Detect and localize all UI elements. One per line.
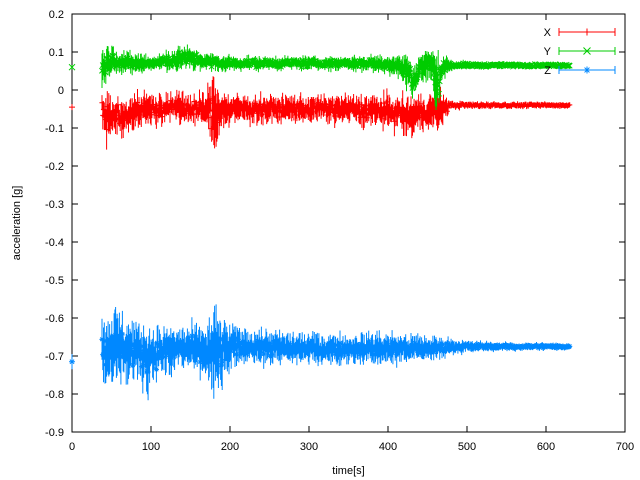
- y-tick-label: -0.5: [45, 275, 64, 287]
- y-tick-label: -0.2: [45, 161, 64, 173]
- y-axis-ticks: -0.9 -0.8 -0.7 -0.6 -0.5 -0.4 -0.3 -0.2 -0.1 0 0.1…: [45, 9, 625, 439]
- y-tick-label: -0.6: [45, 313, 64, 325]
- y-tick-label: 0.2: [49, 9, 64, 21]
- legend: XYZ: [544, 27, 616, 77]
- legend-label-x: X: [544, 27, 552, 39]
- data-point-markers: [99, 96, 573, 133]
- legend-label-z: Z: [544, 65, 551, 77]
- y-tick-label: -0.4: [45, 237, 64, 249]
- data-series-layer: [68, 44, 573, 401]
- legend-sample-z: [558, 66, 616, 74]
- series-y: [68, 44, 573, 110]
- legend-label-y: Y: [544, 46, 552, 58]
- data-point-errorbar: [69, 104, 75, 111]
- x-tick-label: 300: [300, 441, 318, 453]
- y-tick-label: -0.7: [45, 351, 64, 363]
- x-tick-label: 400: [379, 441, 397, 453]
- x-axis-ticks: 0 100 200 300 400 500 600 700: [69, 14, 634, 453]
- x-tick-label: 200: [221, 441, 239, 453]
- x-tick-label: 600: [537, 441, 555, 453]
- y-tick-label: -0.3: [45, 199, 64, 211]
- plot-frame: [71, 13, 626, 433]
- y-tick-label: 0: [58, 85, 64, 97]
- series-z: [69, 304, 573, 401]
- y-tick-label: -0.1: [45, 123, 64, 135]
- y-axis-title: acceleration [g]: [11, 186, 23, 261]
- data-point-markers: [99, 49, 573, 97]
- y-tick-label: 0.1: [49, 47, 64, 59]
- x-tick-label: 100: [142, 441, 160, 453]
- x-tick-label: 0: [69, 441, 75, 453]
- series-x: [69, 76, 573, 150]
- data-point-errorbar: [68, 63, 76, 71]
- data-point-errorbar: [69, 354, 75, 370]
- y-tick-label: -0.8: [45, 389, 64, 401]
- data-point-markers: [99, 331, 573, 375]
- x-tick-label: 500: [458, 441, 476, 453]
- y-tick-label: -0.9: [45, 427, 64, 439]
- legend-sample-x: [558, 28, 616, 36]
- legend-sample-y: [558, 47, 616, 55]
- x-tick-label: 700: [616, 441, 634, 453]
- x-axis-title: time[s]: [332, 465, 364, 477]
